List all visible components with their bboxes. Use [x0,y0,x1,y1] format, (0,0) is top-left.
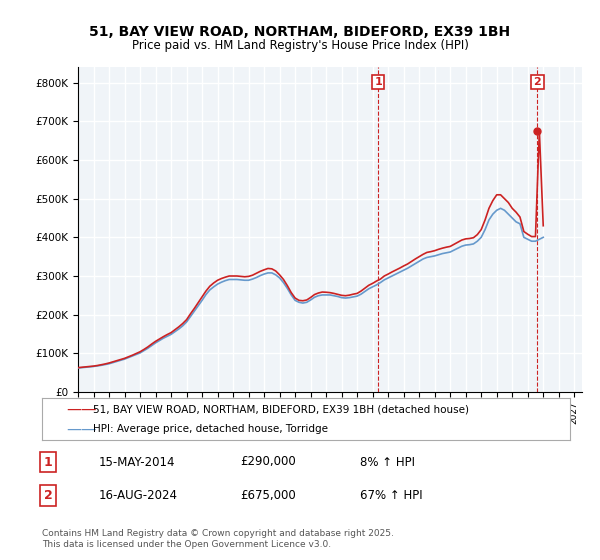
Text: £675,000: £675,000 [240,489,296,502]
Text: 1: 1 [44,455,52,469]
Text: 67% ↑ HPI: 67% ↑ HPI [360,489,422,502]
Text: 2: 2 [44,489,52,502]
Text: ——: —— [66,402,97,417]
Text: Contains HM Land Registry data © Crown copyright and database right 2025.
This d: Contains HM Land Registry data © Crown c… [42,529,394,549]
Text: ——: —— [66,422,97,437]
Text: 15-MAY-2014: 15-MAY-2014 [99,455,176,469]
Text: 51, BAY VIEW ROAD, NORTHAM, BIDEFORD, EX39 1BH (detached house): 51, BAY VIEW ROAD, NORTHAM, BIDEFORD, EX… [93,404,469,414]
Text: HPI: Average price, detached house, Torridge: HPI: Average price, detached house, Torr… [93,424,328,434]
Text: 16-AUG-2024: 16-AUG-2024 [99,489,178,502]
Text: Price paid vs. HM Land Registry's House Price Index (HPI): Price paid vs. HM Land Registry's House … [131,39,469,52]
Text: 2: 2 [533,77,541,87]
Text: £290,000: £290,000 [240,455,296,469]
Text: 51, BAY VIEW ROAD, NORTHAM, BIDEFORD, EX39 1BH: 51, BAY VIEW ROAD, NORTHAM, BIDEFORD, EX… [89,25,511,39]
Text: 8% ↑ HPI: 8% ↑ HPI [360,455,415,469]
Text: 1: 1 [374,77,382,87]
